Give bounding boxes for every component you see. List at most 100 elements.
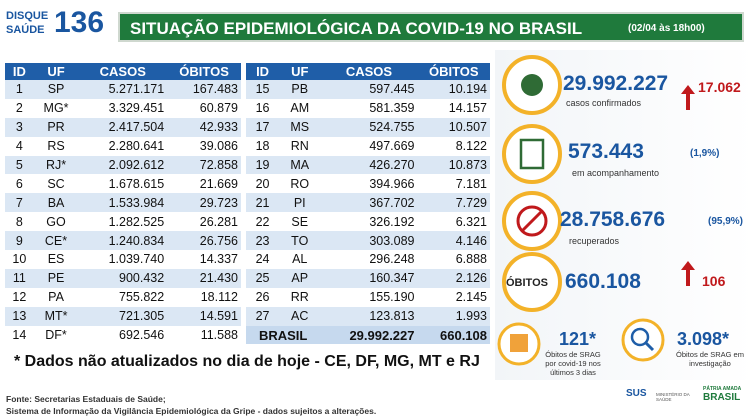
icon-clipboard — [502, 124, 562, 184]
table-row: 11 PE 900.432 21.430 — [5, 268, 241, 288]
table-cell: 6.321 — [417, 212, 490, 232]
table-cell: 581.359 — [320, 98, 418, 118]
table-cell: 755.822 — [78, 287, 168, 307]
table-row: 18 RN 497.669 8.122 — [246, 136, 490, 156]
table-cell: PE — [33, 268, 79, 288]
table-cell: 303.089 — [320, 231, 418, 251]
deaths-badge: ÓBITOS — [506, 277, 548, 289]
stats-icons — [497, 55, 695, 366]
table-row: 14 DF* 692.546 11.588 — [5, 325, 241, 345]
confirmed-value: 29.992.227 — [563, 72, 669, 95]
table-cell: AL — [279, 250, 321, 269]
table-row: 12 PA 755.822 18.112 — [5, 287, 241, 307]
table-row: 3 PR 2.417.504 42.933 — [5, 117, 241, 137]
total-label: BRASIL — [246, 325, 321, 345]
table-cell: 3 — [5, 117, 34, 137]
table-cell: 25 — [246, 268, 280, 288]
table-row: 19 MA 426.270 10.873 — [246, 155, 490, 175]
table-cell: 155.190 — [320, 287, 418, 307]
table-cell: 524.755 — [320, 117, 418, 137]
table-cell: 21.430 — [167, 268, 241, 288]
timestamp: (02/04 às 18h00) — [628, 23, 705, 34]
column-header: ÓBITOS — [167, 63, 241, 80]
table-cell: 5 — [5, 155, 34, 175]
table-row: 10 ES 1.039.740 14.337 — [5, 250, 241, 269]
icon-clipboard-shape — [519, 138, 545, 170]
icon-recovered-slash — [520, 209, 544, 233]
table-cell: BA — [33, 193, 79, 213]
table-cell: 1.282.525 — [78, 212, 168, 232]
table-cell: 1.039.740 — [78, 250, 168, 269]
footnote: * Dados não atualizados no dia de hoje -… — [14, 353, 480, 370]
table-cell: 8.122 — [417, 136, 490, 156]
table-cell: ES — [33, 250, 79, 269]
table-cell: AC — [279, 306, 321, 326]
table-cell: 21 — [246, 193, 280, 213]
table-row: 4 RS 2.280.641 39.086 — [5, 136, 241, 156]
table-cell: 5.271.171 — [78, 80, 168, 99]
table-cell: 7.729 — [417, 193, 490, 213]
confirmed-label: casos confirmados — [566, 98, 642, 108]
recovered-value: 28.758.676 — [560, 208, 666, 231]
logo-number: 136 — [54, 6, 105, 39]
table-cell: 11 — [5, 268, 34, 288]
table-cell: CE* — [33, 231, 79, 251]
icon-virus-core — [521, 74, 543, 96]
srag-recent-label: Óbitos de SRAG por covid-19 nos últimos … — [545, 350, 601, 377]
table-cell: 2.145 — [417, 287, 490, 307]
table-row: 2 MG* 3.329.451 60.879 — [5, 98, 241, 118]
icon-search-lens — [630, 327, 650, 347]
table-cell: 10 — [5, 250, 34, 269]
arrow-up — [681, 261, 695, 286]
deaths-change: 106 — [702, 273, 726, 289]
recovered-label: recuperados — [569, 236, 620, 246]
table-row: 15 PB 597.445 10.194 — [246, 80, 490, 99]
table-cell: RR — [279, 287, 321, 307]
table-cell: 123.813 — [320, 306, 418, 326]
table-cell: MG* — [33, 98, 79, 118]
table-cell: 22 — [246, 212, 280, 232]
table-cell: 2.417.504 — [78, 117, 168, 137]
total-row: BRASIL 29.992.227 660.108 — [246, 325, 490, 345]
table-cell: 900.432 — [78, 268, 168, 288]
table-row: 26 RR 155.190 2.145 — [246, 287, 490, 307]
table-cell: 692.546 — [78, 325, 168, 345]
table-cell: 6 — [5, 174, 34, 194]
table-cell: 39.086 — [167, 136, 241, 156]
ministry-logo: MINISTÉRIO DA SAÚDE — [656, 392, 690, 402]
title: SITUAÇÃO EPIDEMIOLÓGICA DA COVID-19 NO B… — [130, 19, 583, 38]
table-cell: 16 — [246, 98, 280, 118]
deaths-value: 660.108 — [565, 270, 641, 293]
table-row: 23 TO 303.089 4.146 — [246, 231, 490, 251]
table-cell: 1.993 — [417, 306, 490, 326]
table-cell: 2.280.641 — [78, 136, 168, 156]
srag-recent-value: 121* — [559, 329, 597, 349]
table-row: 24 AL 296.248 6.888 — [246, 250, 490, 269]
monitoring-label: em acompanhamento — [572, 168, 660, 178]
column-header: CASOS — [320, 63, 418, 80]
icon-recovered-ring — [516, 205, 548, 237]
table-cell: MA — [279, 155, 321, 175]
table-cell: 26 — [246, 287, 280, 307]
table-cell: 23 — [246, 231, 280, 251]
table-cell: 10.873 — [417, 155, 490, 175]
header-row: ID UF CASOS ÓBITOS — [5, 63, 241, 80]
table-cell: DF* — [33, 325, 79, 345]
table-cell: 597.445 — [320, 80, 418, 99]
table-cell: 167.483 — [167, 80, 241, 99]
country-logo: BRASIL — [703, 392, 741, 403]
table-row: 6 SC 1.678.615 21.669 — [5, 174, 241, 194]
column-header: ID — [5, 63, 34, 80]
logo: DISQUE SAÚDE 136 — [6, 6, 110, 40]
monitoring-percent: (1,9%) — [690, 148, 720, 159]
table-row: 8 GO 1.282.525 26.281 — [5, 212, 241, 232]
icon-deaths — [502, 252, 562, 312]
table-cell: 497.669 — [320, 136, 418, 156]
table-cell: SC — [33, 174, 79, 194]
arrow-up — [681, 85, 695, 110]
table-cell: SE — [279, 212, 321, 232]
table-cell: 1.240.834 — [78, 231, 168, 251]
table-row: 21 PI 367.702 7.729 — [246, 193, 490, 213]
table-cell: 21.669 — [167, 174, 241, 194]
column-header: ID — [246, 63, 280, 80]
